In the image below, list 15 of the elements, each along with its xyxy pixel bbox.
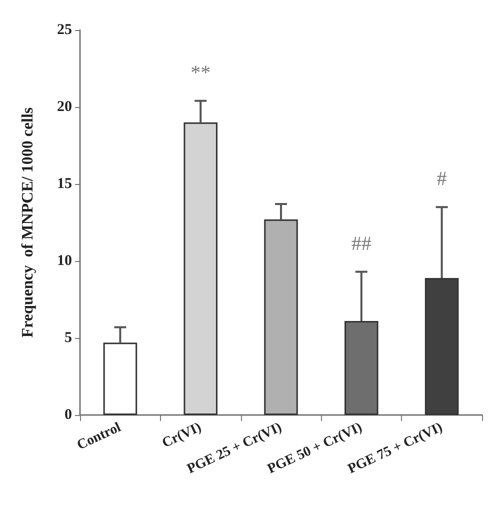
x-tick-label: Cr(VI) xyxy=(160,420,204,452)
annotation: ** xyxy=(190,62,211,84)
y-tick-label: 15 xyxy=(57,176,72,192)
annotation: # xyxy=(436,168,447,190)
bar xyxy=(264,219,298,415)
annotation: ## xyxy=(351,232,372,255)
y-tick-label: 10 xyxy=(57,253,72,269)
bar xyxy=(184,122,218,415)
y-axis-title: Frequency of MNPCE/ 1000 cells xyxy=(20,107,36,338)
y-tick-label: 0 xyxy=(64,407,72,423)
bar xyxy=(424,278,459,415)
y-tick-label: 25 xyxy=(57,22,72,38)
y-tick-label: 20 xyxy=(57,99,72,115)
bar xyxy=(103,342,138,415)
y-tick-label: 5 xyxy=(64,330,72,346)
